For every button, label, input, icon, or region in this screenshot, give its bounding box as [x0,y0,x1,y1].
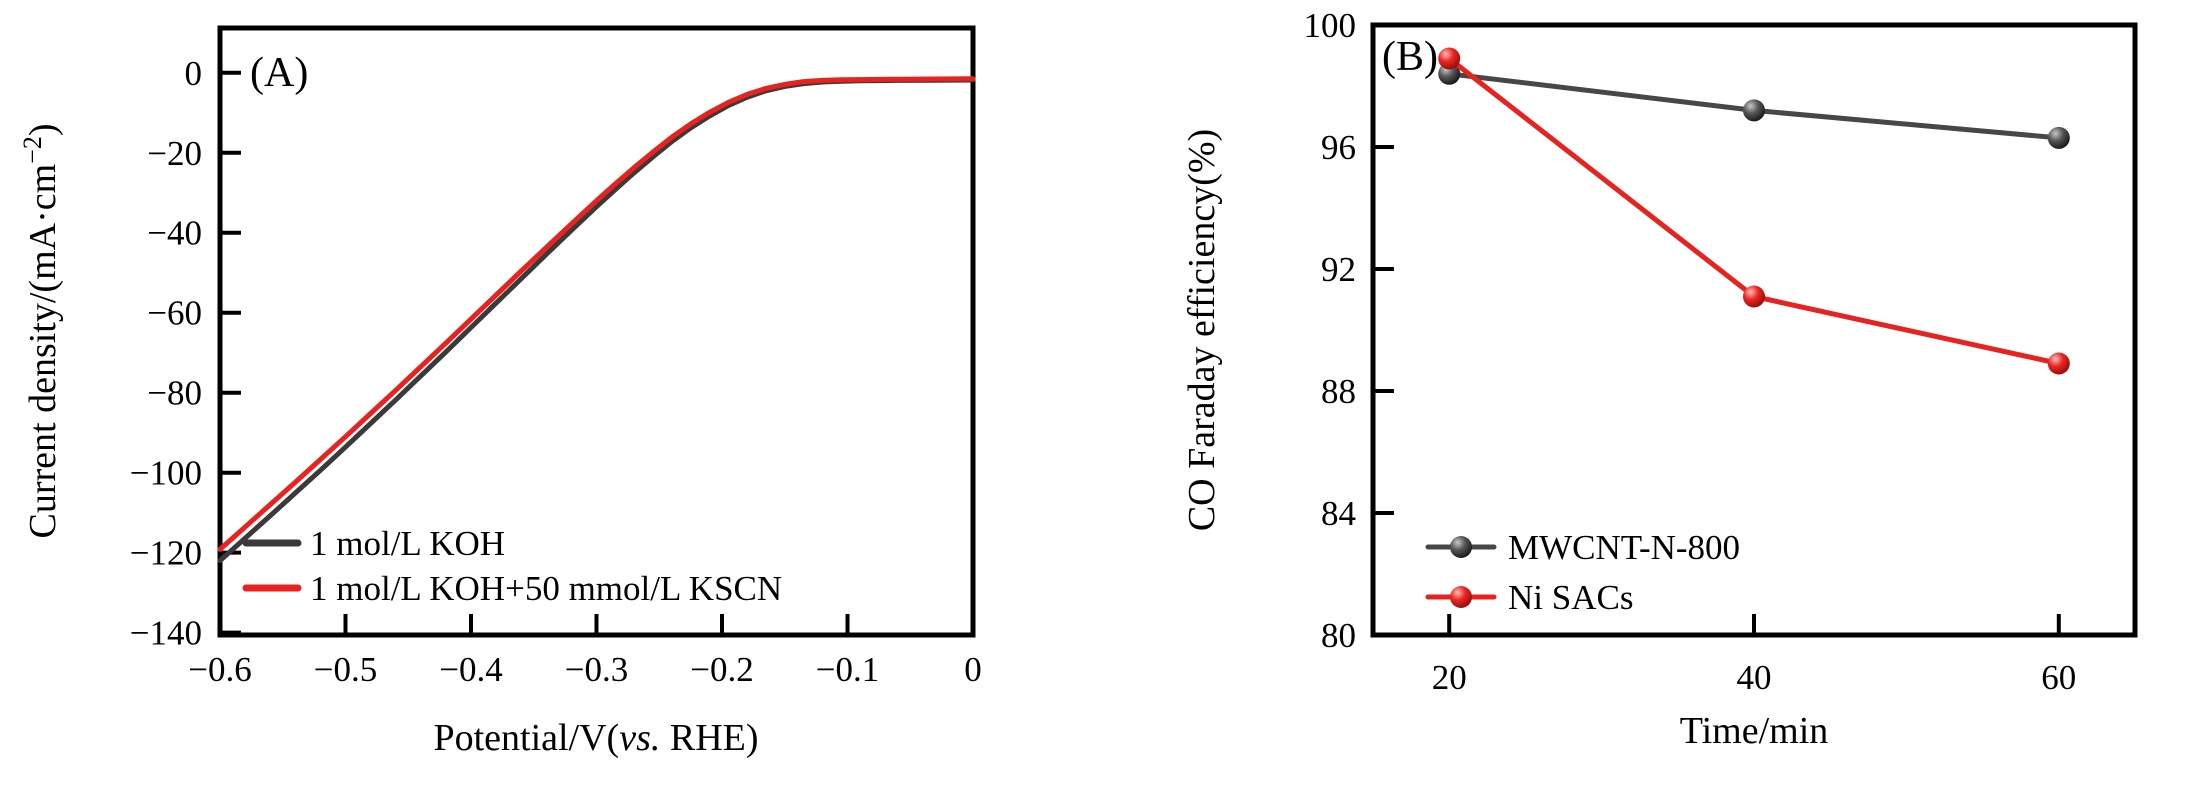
panel-b-legend-marker [1450,586,1472,608]
panel-b-ytick-label: 92 [1321,250,1356,289]
panel-a-ytick-label: −60 [147,294,202,333]
panel-a-ytick-label: −20 [147,134,202,173]
panel-b-ytick-label: 88 [1321,372,1356,411]
panel-a-ytick-label: −120 [130,534,202,573]
panel-a-xtick-label: −0.5 [314,650,378,689]
panel-b-series-1-marker [2047,126,2070,149]
panel-b-series-1-marker [1438,62,1461,85]
panel-b-legend-label: MWCNT-N-800 [1508,528,1740,567]
panel-a-legend-label: 1 mol/L KOH [310,524,505,563]
panel-a-xtick-label: −0.2 [690,650,754,689]
panel-a-frame [217,25,976,638]
panel-a-xtick-label: −0.3 [565,650,629,689]
panel-a-series-1-line [217,77,976,564]
panel-b-series-2-marker [1438,47,1461,70]
panel-b-ytick-label: 100 [1304,6,1357,45]
panel-b-xtick-label: 40 [1737,658,1772,697]
panel-b-xtick-label: 60 [2041,658,2076,697]
panel-a-xtick-label: −0.1 [816,650,880,689]
panel-b-ytick-label: 96 [1321,128,1356,167]
panel-b-series-1-marker [1743,99,1765,122]
panel-a-ytick-label: −140 [130,614,202,653]
panel-b-series-2-marker [2047,352,2070,375]
panel-a-ytick-label: −80 [147,374,202,413]
panel-a-ylabel: Current density/(mA·cm−2) [18,124,64,539]
panel-a-xlabel: Potential/V(vs. RHE) [433,717,758,759]
panel-b-chart: 20 40 60 80 84 88 92 96 100 MWCNT-N-800 Ni SACs Tim… [1181,6,2138,752]
panel-a-series-2-line [217,76,976,552]
panel-a-chart: −0.6 −0.5 −0.4 −0.3 −0.2 −0.1 0 0 −20 −40 −60 −80 −1… [18,25,982,759]
panel-a-xtick-label: −0.4 [439,650,503,689]
panel-b-legend-marker [1450,536,1472,558]
panel-b-legend-label: Ni SACs [1508,578,1633,617]
panel-a-xtick-label: −0.6 [188,650,252,689]
panel-a-ytick-label: −40 [147,214,202,253]
panel-b-ytick-label: 84 [1321,494,1356,533]
panel-a-panel-label: (A) [250,50,308,96]
panel-b-xlabel: Time/min [1680,710,1829,752]
panel-a-ytick-label: −100 [130,454,202,493]
panel-b-frame [1370,22,2138,638]
panel-b-xtick-label: 20 [1432,658,1467,697]
panel-b-ytick-label: 80 [1321,616,1356,655]
panel-a-legend-label: 1 mol/L KOH+50 mmol/L KSCN [310,569,782,608]
panel-b-ylabel: CO Faraday efficiency(%) [1181,129,1223,531]
panel-b-series-2-marker [1743,285,1765,308]
panel-a-ytick-label: 0 [185,54,203,93]
panel-a-xtick-label: 0 [964,650,982,689]
panel-b-panel-label: (B) [1382,34,1438,80]
